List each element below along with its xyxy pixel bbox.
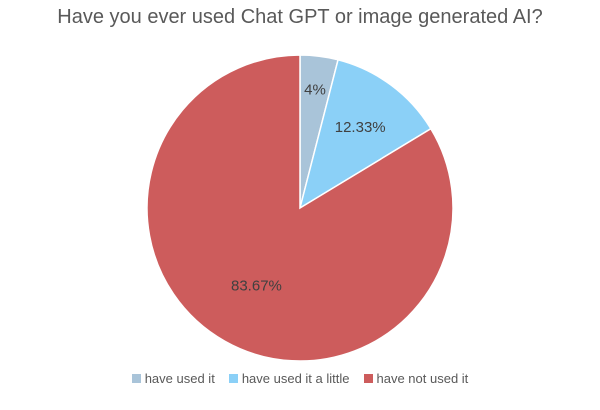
legend-item-have-used-it: have used it xyxy=(131,371,215,386)
pie-slice-have-used-it-a-little xyxy=(298,58,432,210)
legend-item-have-used-it-a-little: have used it a little xyxy=(228,371,350,386)
chart-legend: have used it have used it a little have … xyxy=(0,371,600,386)
slice-data-label: 4% xyxy=(304,82,326,99)
chart-title: Have you ever used Chat GPT or image gen… xyxy=(57,6,543,28)
legend-label: have not used it xyxy=(376,371,469,386)
pie-slice-have-not-used-it xyxy=(146,54,454,362)
legend-swatch xyxy=(363,374,373,383)
legend-label: have used it a little xyxy=(241,371,350,386)
legend-item-have-not-used-it: have not used it xyxy=(363,371,469,386)
slice-data-label: 12.33% xyxy=(335,119,386,136)
slice-data-label: 83.67% xyxy=(231,277,282,294)
legend-label: have used it xyxy=(144,371,215,386)
legend-swatch xyxy=(228,374,238,383)
legend-swatch xyxy=(131,374,141,383)
